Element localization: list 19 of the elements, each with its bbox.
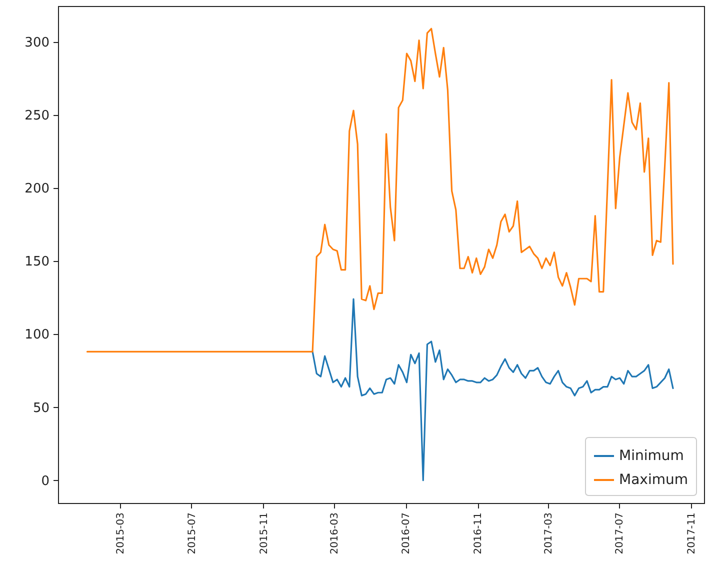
- x-tick-label: 2016-07: [401, 512, 412, 554]
- x-tick-label: 2017-03: [543, 512, 554, 554]
- legend-label: Minimum: [619, 448, 684, 464]
- x-tick-label: 2017-11: [686, 512, 698, 554]
- y-tick-label: 200: [24, 181, 50, 196]
- x-tick-label: 2017-07: [614, 512, 626, 554]
- line-series: [86, 28, 674, 353]
- x-tick-label: 2016-11: [473, 512, 484, 554]
- x-tick-label: 2016-03: [330, 512, 341, 554]
- y-tick-label: 250: [24, 108, 50, 124]
- y-tick-label: 50: [32, 400, 50, 416]
- x-tick-label: 2015-03: [116, 512, 127, 554]
- legend-label: Maximum: [619, 472, 688, 488]
- x-tick-label: 2015-07: [186, 512, 198, 554]
- x-tick-label: 2015-11: [258, 512, 270, 554]
- y-tick-label: 0: [41, 474, 50, 489]
- y-tick-label: 100: [24, 328, 50, 343]
- y-tick-label: 150: [24, 254, 50, 270]
- y-tick-label: 300: [24, 35, 50, 50]
